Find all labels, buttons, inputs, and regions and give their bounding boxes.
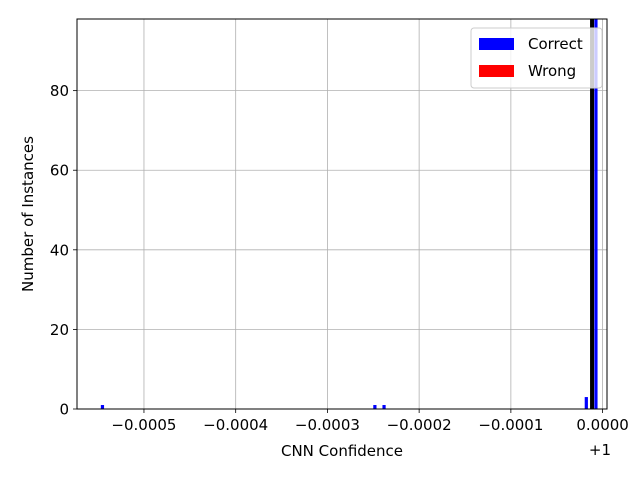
y-axis-label: Number of Instances: [19, 136, 37, 292]
legend: Correct Wrong: [470, 27, 603, 89]
histogram-bar-correct: [594, 19, 598, 409]
x-tick-label: 0.0000: [576, 416, 629, 434]
x-tick-label: −0.0002: [387, 416, 452, 434]
x-axis-label: CNN Confidence: [281, 442, 403, 460]
histogram-bar-correct: [584, 397, 588, 409]
y-tick-label: 20: [50, 321, 69, 339]
bars: [100, 19, 598, 409]
y-tick-label: 80: [50, 82, 69, 100]
histogram-bar-correct: [382, 405, 386, 409]
legend-swatch-wrong: [479, 65, 514, 77]
x-tick-label: −0.0004: [203, 416, 268, 434]
x-tick-label: −0.0005: [111, 416, 176, 434]
axis-ticks: −0.0005 −0.0004 −0.0003 −0.0002 −0.0001 0.000…: [50, 82, 629, 434]
histogram-bar-correct: [100, 405, 105, 409]
y-tick-label: 40: [50, 241, 69, 259]
legend-swatch-correct: [479, 38, 514, 50]
histogram-bar-correct: [373, 405, 377, 409]
legend-label-correct: Correct: [528, 35, 583, 53]
x-tick-label: −0.0003: [295, 416, 360, 434]
x-offset-label: +1: [589, 441, 611, 459]
x-tick-label: −0.0001: [478, 416, 543, 434]
y-tick-label: 0: [59, 401, 69, 419]
y-tick-label: 60: [50, 162, 69, 180]
legend-label-wrong: Wrong: [528, 62, 576, 80]
plot-frame: [76, 18, 608, 410]
